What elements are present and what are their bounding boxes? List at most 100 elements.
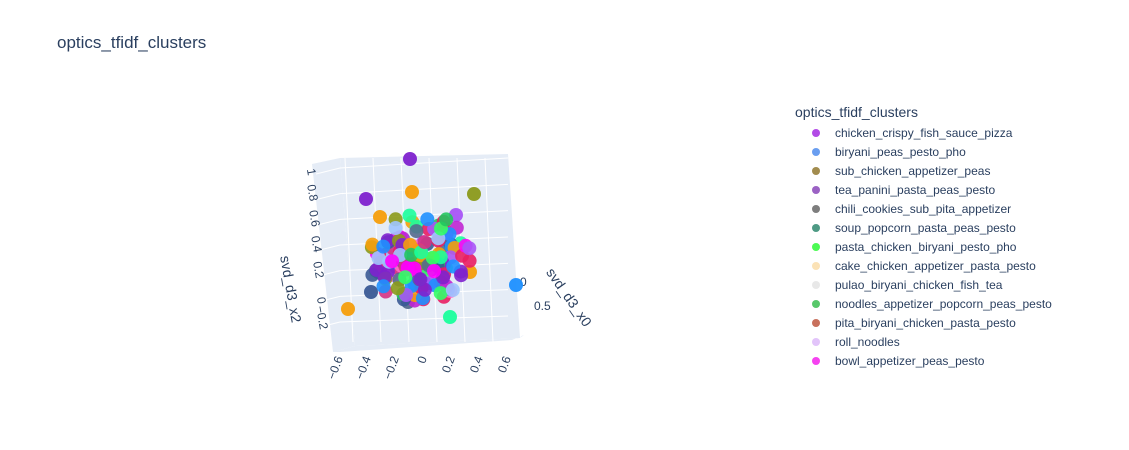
legend-label: noodles_appetizer_popcorn_peas_pesto (835, 296, 1052, 311)
data-point[interactable] (403, 152, 417, 166)
z-gridline-side (315, 193, 341, 201)
data-point[interactable] (417, 282, 432, 297)
x-tick-label: 0.5 (534, 299, 551, 313)
data-point[interactable] (417, 235, 432, 250)
y-tick-label: −0.2 (381, 354, 402, 381)
data-point[interactable] (407, 261, 422, 276)
data-point[interactable] (398, 270, 413, 285)
legend-item[interactable]: noodles_appetizer_popcorn_peas_pesto (795, 294, 1052, 313)
legend-items: chicken_crispy_fish_sauce_pizza biryani_p… (795, 123, 1052, 370)
legend-marker (812, 223, 820, 232)
legend-label: chili_cookies_sub_pita_appetizer (835, 201, 1012, 216)
data-point[interactable] (371, 251, 386, 265)
data-point[interactable] (402, 208, 417, 223)
z-tick-label: 1 (304, 168, 319, 177)
legend-item[interactable]: bowl_appetizer_peas_pesto (795, 351, 1052, 370)
data-point[interactable] (388, 221, 403, 235)
legend-item[interactable]: sub_chicken_appetizer_peas (795, 161, 1052, 180)
data-point[interactable] (427, 264, 441, 278)
z-axis-title: svd_d3_x2 (277, 254, 305, 324)
z-gridline-side (315, 321, 341, 329)
z-gridline (339, 183, 509, 195)
x-axis-ticks: 00.5 (520, 275, 551, 313)
legend-marker (812, 204, 820, 213)
data-point[interactable] (413, 272, 428, 287)
legend-item[interactable]: chicken_crispy_fish_sauce_pizza (795, 123, 1052, 142)
legend-label: cake_chicken_appetizer_pasta_pesto (835, 258, 1036, 273)
legend-label: roll_noodles (835, 334, 900, 349)
legend: optics_tfidf_clusters chicken_crispy_fis… (795, 104, 1052, 370)
data-point[interactable] (409, 224, 424, 239)
data-point[interactable] (462, 253, 477, 268)
legend-label: chicken_crispy_fish_sauce_pizza (835, 125, 1013, 140)
legend-item[interactable]: roll_noodles (795, 332, 1052, 351)
data-point[interactable] (373, 210, 387, 224)
data-point[interactable] (509, 278, 523, 292)
data-point[interactable] (405, 185, 419, 199)
y-tick-label: 0.4 (467, 354, 486, 375)
legend-item[interactable]: cake_chicken_appetizer_pasta_pesto (795, 256, 1052, 275)
x-tick-label: 0 (520, 275, 527, 289)
data-point[interactable] (462, 241, 477, 256)
z-tick-label: 0.2 (310, 260, 327, 279)
y-axis-ticks: −0.6 −0.4 −0.2 0 0.2 0.4 0.6 (325, 354, 514, 381)
legend-item[interactable]: pita_biryani_chicken_pasta_pesto (795, 313, 1052, 332)
legend-item[interactable]: biryani_peas_pesto_pho (795, 142, 1052, 161)
data-point[interactable] (385, 254, 400, 269)
z-axis-ticks: −0.20 0.2 0.4 0.6 0.8 1 (304, 168, 331, 331)
y-gridline (484, 157, 494, 343)
y-gridline (428, 157, 438, 343)
data-point[interactable] (359, 192, 373, 206)
data-point[interactable] (365, 237, 380, 252)
data-point[interactable] (376, 239, 391, 254)
legend-marker (812, 261, 820, 270)
legend-marker (812, 337, 820, 346)
z-gridline (339, 157, 509, 169)
data-point[interactable] (445, 283, 460, 297)
legend-marker (812, 356, 820, 365)
z-gridline (339, 315, 509, 323)
data-point[interactable] (443, 310, 457, 324)
y-tick-label: 0.6 (495, 354, 514, 375)
legend-label: soup_popcorn_pasta_peas_pesto (835, 220, 1016, 235)
legend-marker (812, 299, 820, 308)
data-point[interactable] (439, 212, 454, 227)
legend-label: sub_chicken_appetizer_peas (835, 163, 991, 178)
y-tick-label: −0.6 (325, 354, 346, 381)
z-tick-label: 0 (314, 296, 329, 305)
data-point[interactable] (425, 250, 440, 265)
z-tick-label: −0.2 (313, 305, 331, 331)
data-point[interactable] (433, 286, 448, 301)
scatter-points[interactable] (341, 152, 523, 324)
legend-item[interactable]: tea_panini_pasta_peas_pesto (795, 180, 1052, 199)
data-point[interactable] (467, 187, 481, 201)
legend-marker (812, 242, 820, 251)
x-axis-title: svd_d3_x0 (543, 265, 595, 330)
data-point[interactable] (390, 281, 405, 296)
data-point[interactable] (364, 285, 378, 299)
legend-label: biryani_peas_pesto_pho (835, 144, 966, 159)
data-point[interactable] (420, 212, 435, 227)
legend-marker (812, 147, 820, 156)
legend-item[interactable]: pasta_chicken_biryani_pesto_pho (795, 237, 1052, 256)
legend-label: bowl_appetizer_peas_pesto (835, 353, 985, 368)
data-point[interactable] (341, 302, 355, 316)
legend-marker (812, 280, 820, 289)
floor-plane (333, 335, 524, 352)
data-point[interactable] (454, 268, 469, 283)
legend-item[interactable]: pulao_biryani_chicken_fish_tea (795, 275, 1052, 294)
z-tick-label: 0.6 (306, 209, 323, 228)
legend-item[interactable]: soup_popcorn_pasta_peas_pesto (795, 218, 1052, 237)
data-point[interactable] (376, 279, 391, 294)
legend-label: tea_panini_pasta_peas_pesto (835, 182, 996, 197)
z-gridline-side (315, 167, 341, 175)
legend-label: pasta_chicken_biryani_pesto_pho (835, 239, 1017, 254)
z-tick-label: 0.4 (308, 235, 325, 254)
legend-marker (812, 185, 820, 194)
legend-title: optics_tfidf_clusters (795, 104, 918, 120)
y-gridline (512, 157, 522, 343)
y-tick-label: −0.4 (353, 354, 374, 381)
legend-item[interactable]: chili_cookies_sub_pita_appetizer (795, 199, 1052, 218)
legend-label: pulao_biryani_chicken_fish_tea (835, 277, 1003, 292)
